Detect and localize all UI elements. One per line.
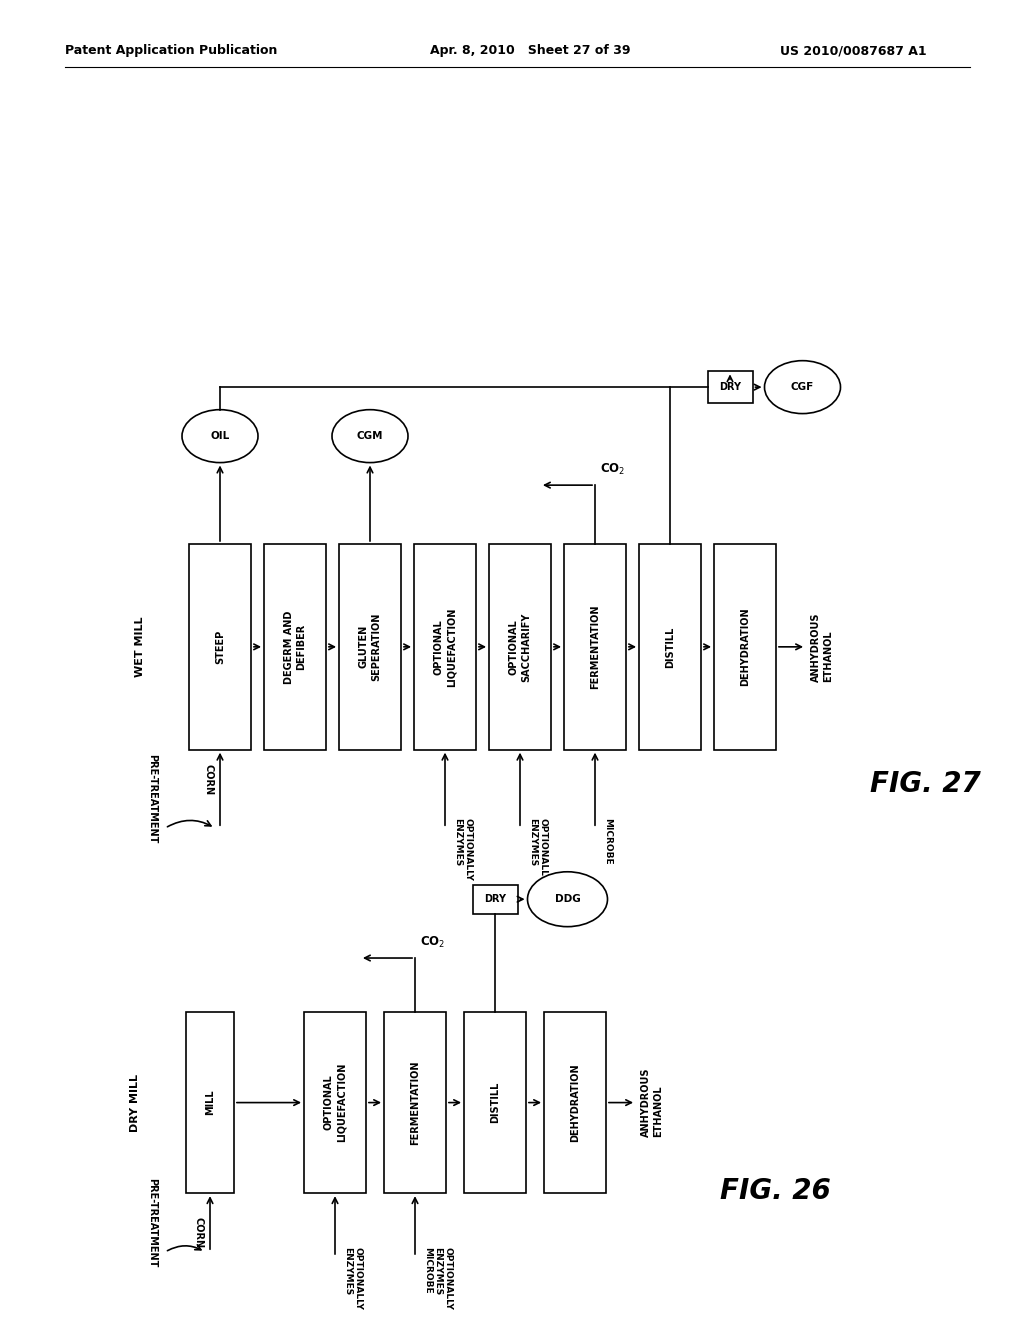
Text: DEHYDRATION: DEHYDRATION <box>740 607 750 686</box>
Text: CGF: CGF <box>791 381 814 392</box>
Text: DRY: DRY <box>719 381 741 392</box>
Text: OPTIONALLY
ENZYMES: OPTIONALLY ENZYMES <box>343 1247 362 1309</box>
Bar <box>339 544 401 750</box>
Text: Patent Application Publication: Patent Application Publication <box>65 45 278 58</box>
Ellipse shape <box>182 409 258 462</box>
Bar <box>384 1012 446 1193</box>
Text: GLUTEN
SEPERATION: GLUTEN SEPERATION <box>358 612 381 681</box>
Text: ANHYDROUS
ETHANOL: ANHYDROUS ETHANOL <box>641 1068 664 1138</box>
Text: DISTILL: DISTILL <box>665 626 675 668</box>
Text: OPTIONALLY
ENZYMES: OPTIONALLY ENZYMES <box>528 818 548 882</box>
Text: ANHYDROUS
ETHANOL: ANHYDROUS ETHANOL <box>811 612 834 681</box>
Bar <box>414 544 476 750</box>
Text: DEGERM AND
DEFIBER: DEGERM AND DEFIBER <box>284 610 306 684</box>
Text: FIG. 26: FIG. 26 <box>720 1177 830 1205</box>
Text: OPTIONALLY
ENZYMES: OPTIONALLY ENZYMES <box>453 818 472 882</box>
Text: CO$_2$: CO$_2$ <box>420 935 445 950</box>
Bar <box>264 544 326 750</box>
Text: US 2010/0087687 A1: US 2010/0087687 A1 <box>780 45 927 58</box>
Text: FIG. 27: FIG. 27 <box>870 770 981 799</box>
Text: OPTIONAL
SACCHARIFY: OPTIONAL SACCHARIFY <box>509 612 531 681</box>
Text: CORN: CORN <box>193 1217 203 1247</box>
Text: MICROBE: MICROBE <box>603 818 612 865</box>
Text: FERMENTATION: FERMENTATION <box>410 1060 420 1144</box>
Bar <box>304 1012 366 1193</box>
Text: DISTILL: DISTILL <box>490 1082 500 1123</box>
Text: PRE-TREATMENT: PRE-TREATMENT <box>147 754 157 843</box>
Text: CO$_2$: CO$_2$ <box>600 462 626 478</box>
Text: STEEP: STEEP <box>215 630 225 664</box>
Text: DDG: DDG <box>555 894 581 904</box>
Bar <box>544 1012 606 1193</box>
Bar <box>639 544 701 750</box>
Bar <box>708 371 753 403</box>
Text: CGM: CGM <box>356 432 383 441</box>
Bar <box>189 544 251 750</box>
Text: Apr. 8, 2010   Sheet 27 of 39: Apr. 8, 2010 Sheet 27 of 39 <box>430 45 631 58</box>
Text: DRY: DRY <box>484 894 506 904</box>
Text: OPTIONAL
LIQUEFACTION: OPTIONAL LIQUEFACTION <box>324 1063 346 1142</box>
Text: DEHYDRATION: DEHYDRATION <box>570 1064 580 1142</box>
Bar <box>186 1012 234 1193</box>
Bar <box>489 544 551 750</box>
Text: DRY MILL: DRY MILL <box>130 1073 140 1131</box>
Ellipse shape <box>332 409 408 462</box>
Ellipse shape <box>765 360 841 413</box>
Bar <box>472 884 517 913</box>
Text: WET MILL: WET MILL <box>135 616 145 677</box>
Text: OPTIONALLY
ENZYMES
MICROBE: OPTIONALLY ENZYMES MICROBE <box>423 1247 453 1309</box>
Bar <box>714 544 776 750</box>
Text: PRE-TREATMENT: PRE-TREATMENT <box>147 1177 157 1267</box>
Text: CORN: CORN <box>203 763 213 795</box>
Text: OPTIONAL
LIQUEFACTION: OPTIONAL LIQUEFACTION <box>434 607 457 686</box>
Bar <box>464 1012 526 1193</box>
Text: FERMENTATION: FERMENTATION <box>590 605 600 689</box>
Bar <box>564 544 626 750</box>
Text: MILL: MILL <box>205 1090 215 1115</box>
Ellipse shape <box>527 871 607 927</box>
Text: OIL: OIL <box>210 432 229 441</box>
